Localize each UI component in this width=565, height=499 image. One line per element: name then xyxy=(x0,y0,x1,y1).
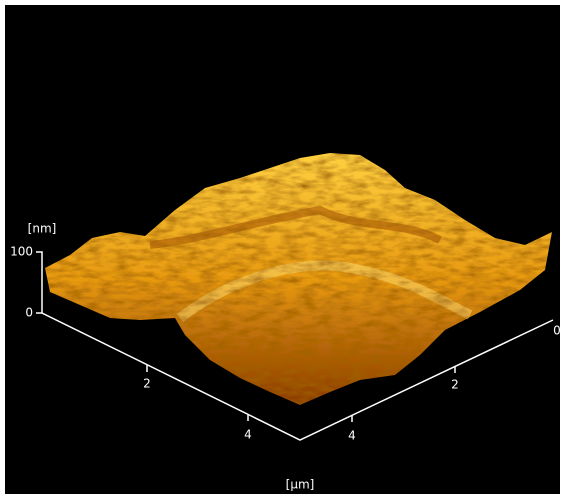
z-unit: [nm] xyxy=(28,222,57,236)
surface xyxy=(45,153,552,405)
xy-unit: [μm] xyxy=(286,478,315,492)
y-tick-label: 0 xyxy=(553,324,561,338)
x-tick-label: 4 xyxy=(244,428,252,442)
x-tick-label: 2 xyxy=(143,377,151,391)
y-tick-label: 2 xyxy=(451,378,459,392)
z-tick-label: 0 xyxy=(25,306,33,320)
y-tick-label: 4 xyxy=(348,429,356,443)
z-tick-label: 100 xyxy=(10,245,33,259)
